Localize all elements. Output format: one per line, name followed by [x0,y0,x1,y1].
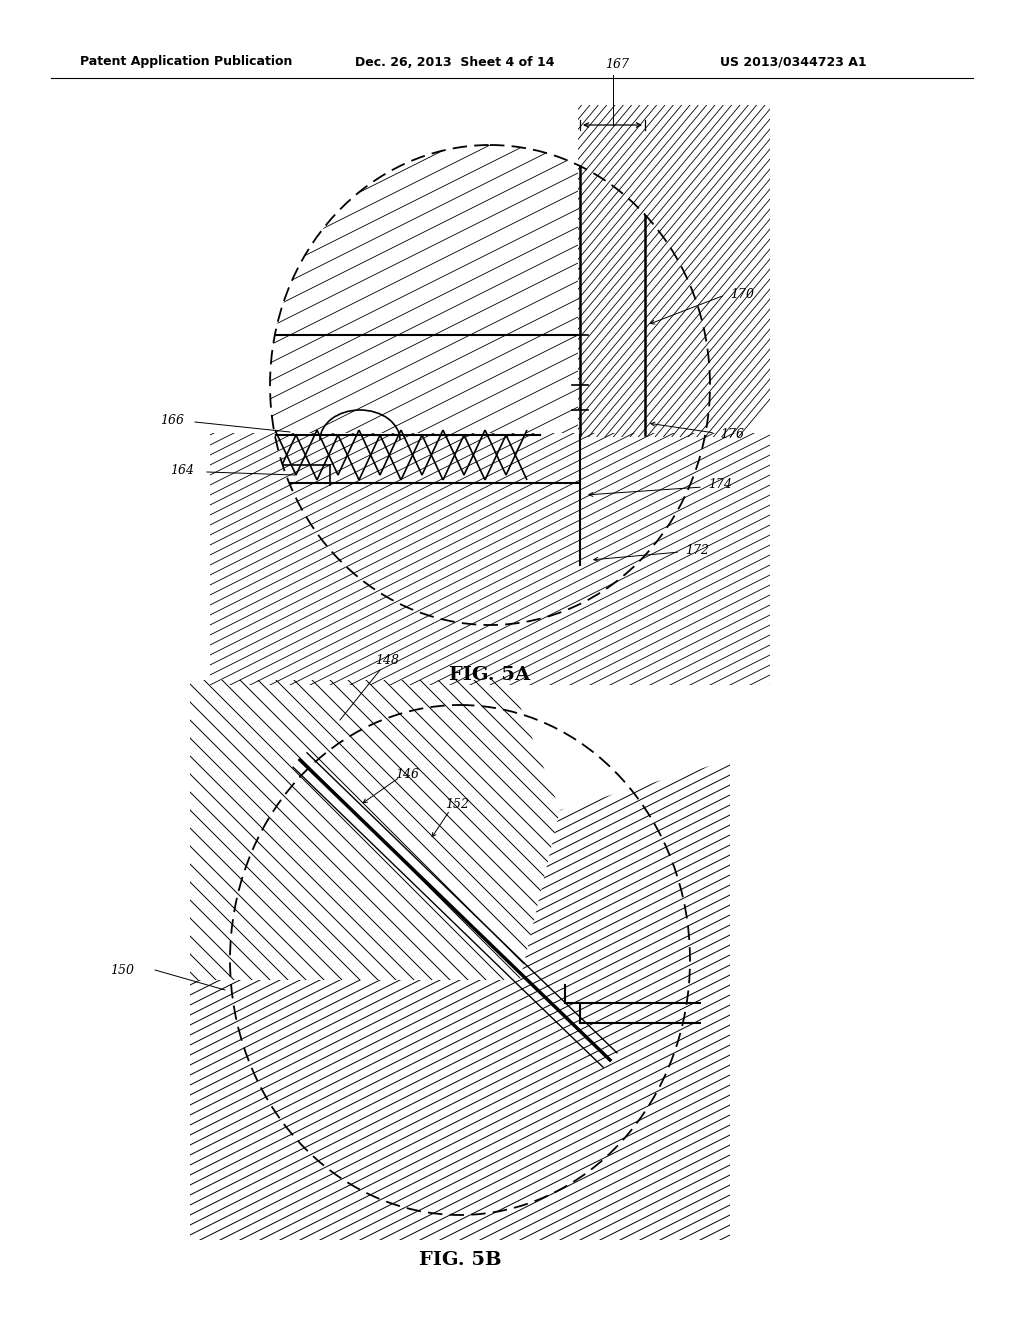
Text: US 2013/0344723 A1: US 2013/0344723 A1 [720,55,866,69]
Text: 174: 174 [708,479,732,491]
Text: 146: 146 [395,768,419,781]
Text: 148: 148 [375,653,399,667]
Ellipse shape [230,705,690,1214]
Text: Dec. 26, 2013  Sheet 4 of 14: Dec. 26, 2013 Sheet 4 of 14 [355,55,555,69]
Text: 170: 170 [730,289,754,301]
Polygon shape [580,106,770,440]
Polygon shape [190,760,730,1239]
Text: 167: 167 [605,58,630,71]
Polygon shape [578,106,770,437]
Text: 150: 150 [110,964,134,977]
Ellipse shape [270,145,710,624]
Text: FIG. 5A: FIG. 5A [450,667,530,684]
Text: 166: 166 [160,413,184,426]
Polygon shape [210,433,770,685]
Ellipse shape [230,705,690,1214]
Text: 152: 152 [445,799,469,812]
Ellipse shape [270,145,710,624]
Text: 172: 172 [685,544,709,557]
Text: FIG. 5B: FIG. 5B [419,1251,502,1269]
Text: 164: 164 [170,463,194,477]
Polygon shape [190,680,560,979]
Text: Patent Application Publication: Patent Application Publication [80,55,293,69]
Polygon shape [210,436,770,685]
Text: 176: 176 [720,429,744,441]
